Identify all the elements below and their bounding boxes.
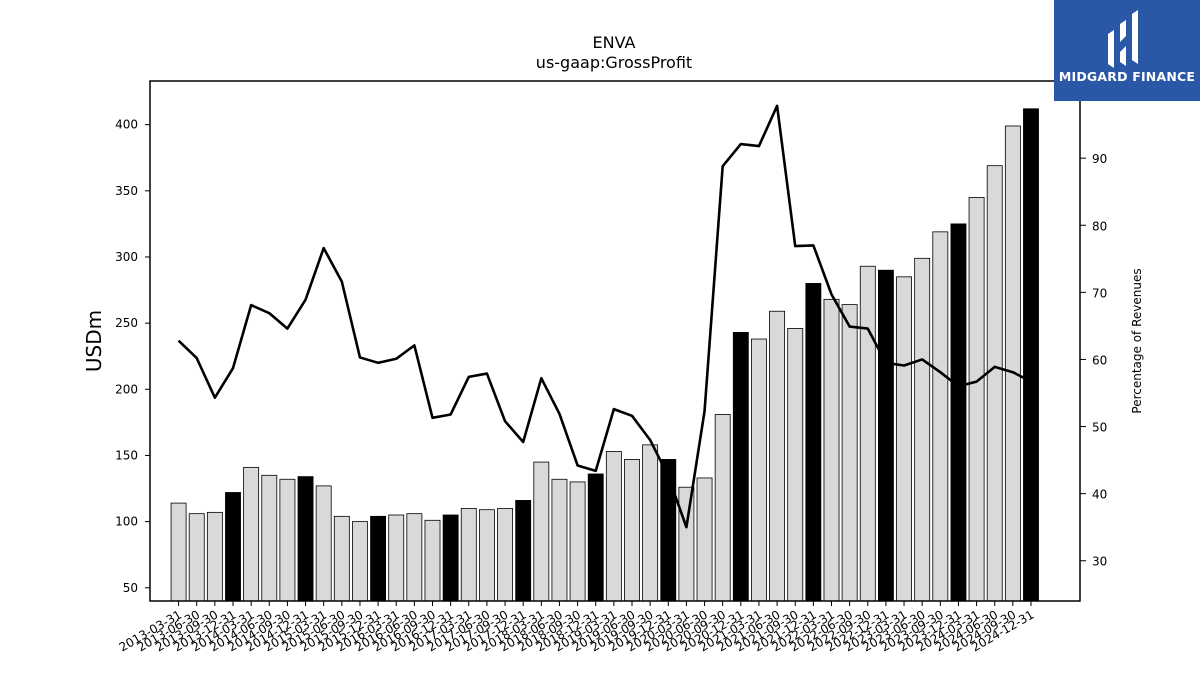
y-tick-label: 400 xyxy=(115,118,138,132)
bar-2013-09-30 xyxy=(206,511,223,602)
chart-subtitle: us-gaap:GrossProfit xyxy=(536,53,692,72)
bar-2017-03-31 xyxy=(460,507,477,602)
bar-2020-03-31 xyxy=(678,486,695,602)
bar-2021-12-31 xyxy=(805,283,822,602)
bar-2019-03-31 xyxy=(605,451,622,602)
y2-tick-label: 30 xyxy=(1092,555,1107,569)
bar-2024-06-30 xyxy=(986,165,1003,602)
y-tick-label: 300 xyxy=(115,250,138,264)
bar-2020-06-30 xyxy=(696,477,713,602)
bar-2023-06-30 xyxy=(914,257,931,602)
bar-2016-03-31 xyxy=(388,514,405,602)
bar-2017-09-30 xyxy=(497,507,513,602)
y2-axis-label: Percentage of Revenues xyxy=(1130,268,1144,413)
y2-tick-label: 70 xyxy=(1092,286,1107,300)
bar-2020-09-30 xyxy=(714,414,731,602)
chart-title: ENVA xyxy=(593,33,636,52)
bar-2013-06-30 xyxy=(188,513,205,602)
bar-2021-06-30 xyxy=(769,310,786,602)
y-tick-label: 100 xyxy=(115,515,138,529)
brand-logo: MIDGARD FINANCE xyxy=(1054,0,1200,101)
y2-tick-label: 50 xyxy=(1092,421,1107,435)
left-axis: 50 100 150 200 250 300 350 400 xyxy=(115,118,150,595)
bar-2015-06-30 xyxy=(333,515,350,602)
line-series xyxy=(177,104,1032,529)
bar-2024-09-30 xyxy=(1004,125,1021,602)
bar-2024-12-31 xyxy=(1023,108,1039,602)
bar-2018-06-30 xyxy=(551,478,568,602)
bar-2022-06-30 xyxy=(841,304,858,602)
bar-2022-03-31 xyxy=(823,298,840,602)
y-tick-label: 50 xyxy=(123,581,138,595)
bar-2015-12-31 xyxy=(370,515,387,602)
plot-frame xyxy=(149,80,1081,602)
bar-2016-09-30 xyxy=(424,519,441,602)
midgard-logo-icon xyxy=(1108,10,1138,68)
y-tick-label: 200 xyxy=(115,382,138,396)
bar-2021-03-31 xyxy=(751,338,767,602)
bar-series xyxy=(170,108,1039,602)
bar-2024-03-31 xyxy=(968,197,985,602)
y-tick-label: 350 xyxy=(115,184,138,198)
bar-2014-03-31 xyxy=(243,466,260,602)
bar-2013-12-31 xyxy=(225,492,241,602)
bar-2015-09-30 xyxy=(352,521,368,602)
bar-2020-12-31 xyxy=(732,331,749,602)
y-tick-label: 250 xyxy=(115,316,138,330)
y2-tick-label: 60 xyxy=(1092,353,1107,367)
bar-2018-09-30 xyxy=(569,481,586,602)
brand-name: MIDGARD FINANCE xyxy=(1058,69,1196,84)
bar-2019-12-31 xyxy=(660,459,677,602)
bar-2014-12-31 xyxy=(297,476,314,602)
y-axis-label: USDm xyxy=(82,310,106,372)
bar-2018-03-31 xyxy=(533,461,550,602)
gross-profit-pct-line xyxy=(177,104,1032,529)
bar-2013-03-31 xyxy=(170,502,187,602)
bar-2022-09-30 xyxy=(859,265,876,602)
y-tick-label: 150 xyxy=(115,448,138,462)
bar-2014-09-30 xyxy=(279,478,296,602)
bar-2023-09-30 xyxy=(932,231,949,602)
y2-tick-label: 80 xyxy=(1092,219,1107,233)
bar-2014-06-30 xyxy=(261,474,278,602)
y2-tick-label: 90 xyxy=(1092,152,1107,166)
bar-2016-12-31 xyxy=(442,514,459,602)
x-axis: 2013-03-312013-06-302013-09-302013-12-31… xyxy=(117,601,1037,654)
bar-2021-09-30 xyxy=(787,328,804,602)
bar-2018-12-31 xyxy=(587,473,604,602)
bar-2015-03-31 xyxy=(315,485,332,602)
bar-2023-12-31 xyxy=(950,223,967,602)
right-axis: 30 40 50 60 70 80 90 xyxy=(1080,152,1107,569)
bar-2019-06-30 xyxy=(624,459,640,602)
bar-2022-12-31 xyxy=(877,269,894,602)
y2-tick-label: 40 xyxy=(1092,488,1107,502)
bar-2017-12-31 xyxy=(515,500,532,602)
bar-2019-09-30 xyxy=(642,444,659,602)
bar-2016-06-30 xyxy=(406,513,423,602)
bar-2023-03-31 xyxy=(896,276,912,602)
bar-2017-06-30 xyxy=(478,509,495,602)
